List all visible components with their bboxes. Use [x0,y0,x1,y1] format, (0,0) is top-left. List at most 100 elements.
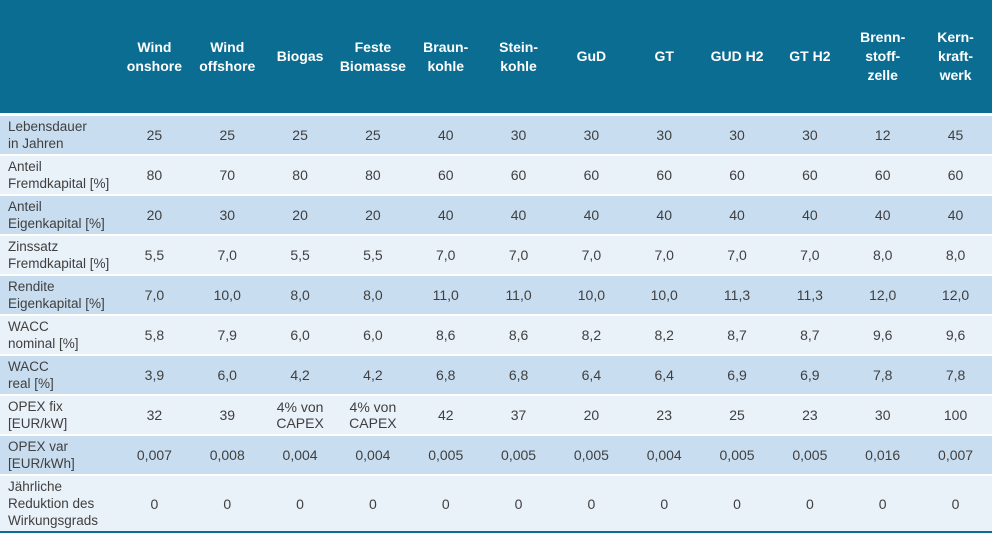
data-cell: 7,8 [846,354,920,395]
data-cell: 8,0 [263,274,337,315]
column-header: Feste Biomasse [336,0,410,115]
table-body: Lebensdauer in Jahren 25 25 25 25 40 30 30 30 30 3… [0,113,992,533]
data-cell: 7,0 [773,234,847,275]
data-cell: 60 [409,154,483,195]
data-cell: 0 [554,474,628,533]
data-cell: 40 [627,194,701,235]
data-cell: 23 [627,394,701,435]
data-cell: 30 [627,113,701,155]
data-cell: 0 [118,474,191,533]
data-cell: 4% von CAPEX [263,394,337,435]
data-cell: 40 [409,194,483,235]
data-cell: 8,6 [409,314,483,355]
data-cell: 25 [336,113,410,155]
data-cell: 60 [627,154,701,195]
column-header: Stein- kohle [482,0,555,115]
data-cell: 6,0 [190,354,264,395]
row-label: Zinssatz Fremdkapital [%] [0,234,118,275]
data-cell: 6,0 [336,314,410,355]
data-cell: 20 [336,194,410,235]
data-cell: 12,0 [919,274,992,315]
data-cell: 8,2 [554,314,628,355]
data-cell: 7,8 [919,354,992,395]
data-cell: 8,0 [919,234,992,275]
data-cell: 80 [336,154,410,195]
row-label: Anteil Fremdkapital [%] [0,154,118,195]
data-cell: 23 [773,394,847,435]
data-cell: 8,0 [846,234,920,275]
data-cell: 20 [263,194,337,235]
data-cell: 20 [554,394,628,435]
row-label: Rendite Eigenkapital [%] [0,274,118,315]
data-cell: 7,0 [118,274,191,315]
data-cell: 0,005 [482,434,555,475]
data-cell: 8,7 [773,314,847,355]
row-label: OPEX var [EUR/kWh] [0,434,118,475]
data-cell: 0 [409,474,483,533]
data-cell: 60 [919,154,992,195]
data-cell: 37 [482,394,555,435]
data-cell: 80 [118,154,191,195]
data-cell: 0,007 [118,434,191,475]
row-label: Anteil Eigenkapital [%] [0,194,118,235]
data-cell: 40 [409,113,483,155]
data-cell: 40 [554,194,628,235]
data-cell: 4,2 [263,354,337,395]
data-cell: 0 [482,474,555,533]
data-cell: 8,6 [482,314,555,355]
data-cell: 3,9 [118,354,191,395]
data-cell: 40 [482,194,555,235]
data-cell: 0,005 [700,434,774,475]
data-cell: 0 [773,474,847,533]
header-row: Wind onshore Wind offshore Biogas Feste Bio… [0,0,992,115]
table-row: Rendite Eigenkapital [%] 7,0 10,0 8,0 8,0 11,… [0,274,992,315]
data-cell: 0 [919,474,992,533]
data-cell: 0,004 [263,434,337,475]
data-cell: 0,007 [919,434,992,475]
data-cell: 9,6 [846,314,920,355]
data-cell: 6,9 [700,354,774,395]
data-cell: 0,008 [190,434,264,475]
column-header: Biogas [263,0,337,115]
data-cell: 32 [118,394,191,435]
data-cell: 30 [482,113,555,155]
data-cell: 0 [263,474,337,533]
table-row: Zinssatz Fremdkapital [%] 5,5 7,0 5,5 5,5 7,0… [0,234,992,275]
data-cell: 0,004 [336,434,410,475]
data-cell: 4,2 [336,354,410,395]
data-cell: 7,9 [190,314,264,355]
data-cell: 30 [700,113,774,155]
row-label: Lebensdauer in Jahren [0,113,118,155]
data-cell: 5,5 [263,234,337,275]
column-header: GT H2 [773,0,847,115]
data-cell: 60 [700,154,774,195]
data-cell: 8,0 [336,274,410,315]
data-cell: 0 [627,474,701,533]
row-label: WACC nominal [%] [0,314,118,355]
table-row: Lebensdauer in Jahren 25 25 25 25 40 30 30 30 30 3… [0,113,992,155]
data-cell: 60 [554,154,628,195]
data-cell: 5,8 [118,314,191,355]
data-cell: 42 [409,394,483,435]
data-cell: 60 [773,154,847,195]
table-row: WACC real [%] 3,9 6,0 4,2 4,2 6,8 6,8 6,4 6,4 6,9… [0,354,992,395]
column-header: Braun- kohle [409,0,483,115]
data-cell: 6,0 [263,314,337,355]
data-cell: 7,0 [700,234,774,275]
data-cell: 9,6 [919,314,992,355]
data-cell: 6,4 [554,354,628,395]
corner-cell [0,0,118,115]
data-cell: 7,0 [409,234,483,275]
data-cell: 39 [190,394,264,435]
column-header: Wind onshore [118,0,191,115]
data-cell: 100 [919,394,992,435]
data-cell: 11,3 [700,274,774,315]
column-header: GuD [554,0,628,115]
data-cell: 5,5 [118,234,191,275]
data-cell: 45 [919,113,992,155]
data-cell: 7,0 [627,234,701,275]
data-cell: 30 [846,394,920,435]
data-cell: 30 [554,113,628,155]
column-header: Kern- kraft- werk [919,0,992,115]
